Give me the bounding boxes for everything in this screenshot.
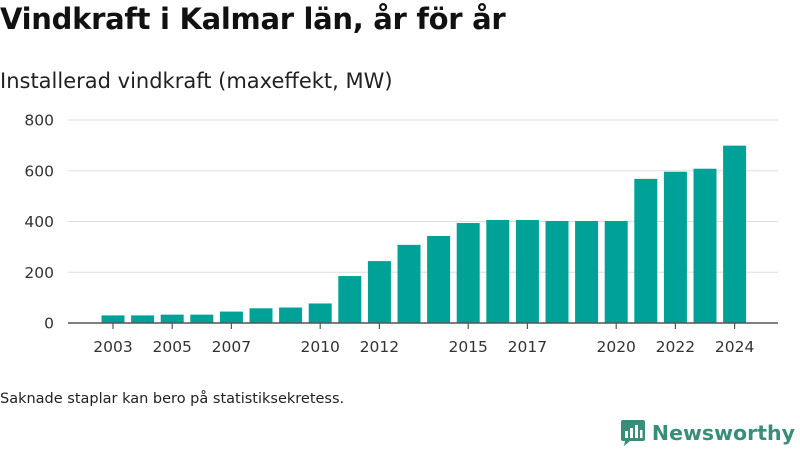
bar bbox=[456, 223, 480, 323]
bar bbox=[693, 168, 717, 323]
bar bbox=[427, 235, 451, 323]
bars bbox=[101, 145, 747, 323]
bar bbox=[634, 178, 658, 323]
x-tick-label: 2005 bbox=[152, 338, 191, 356]
bar bbox=[219, 311, 243, 323]
x-tick-label: 2007 bbox=[212, 338, 251, 356]
x-tick-label: 2017 bbox=[508, 338, 547, 356]
y-tick-label: 0 bbox=[44, 315, 54, 333]
bar bbox=[190, 314, 214, 323]
chart-subtitle: Installerad vindkraft (maxeffekt, MW) bbox=[0, 69, 393, 93]
bar bbox=[338, 276, 362, 323]
x-tick-label: 2010 bbox=[300, 338, 339, 356]
bar-chart: 0 200 400 600 800 2003 2005 2007 2010 2012 2015 201… bbox=[24, 112, 778, 356]
bar bbox=[160, 314, 184, 323]
x-tick-label: 2015 bbox=[448, 338, 487, 356]
bar bbox=[663, 171, 687, 323]
x-tick-label: 2003 bbox=[93, 338, 132, 356]
bar bbox=[131, 315, 155, 323]
bar bbox=[515, 219, 539, 323]
gridlines bbox=[68, 119, 778, 273]
brand-name: Newsworthy bbox=[651, 421, 795, 445]
bar bbox=[397, 244, 421, 323]
footnote: Saknade staplar kan bero på statistiksek… bbox=[0, 391, 345, 407]
bar bbox=[101, 315, 125, 323]
x-tick-label: 2012 bbox=[360, 338, 399, 356]
x-tick-label: 2024 bbox=[715, 338, 754, 356]
bar bbox=[486, 219, 510, 323]
chart-title: Vindkraft i Kalmar län, år för år bbox=[0, 2, 506, 36]
bar bbox=[575, 220, 599, 323]
bar bbox=[249, 308, 273, 323]
bar bbox=[367, 261, 391, 323]
x-tick-label: 2022 bbox=[656, 338, 695, 356]
bar bbox=[308, 303, 332, 323]
newsworthy-logo-icon bbox=[620, 420, 645, 446]
bar bbox=[545, 220, 569, 323]
bar bbox=[723, 145, 747, 323]
bar bbox=[604, 220, 628, 323]
brand-logo: Newsworthy bbox=[620, 418, 795, 448]
x-tick-label: 2020 bbox=[596, 338, 635, 356]
axes: 0 200 400 600 800 2003 2005 2007 2010 2012 2015 201… bbox=[24, 112, 778, 356]
y-tick-label: 800 bbox=[24, 112, 54, 130]
y-tick-label: 600 bbox=[24, 162, 54, 180]
y-tick-label: 400 bbox=[24, 213, 54, 231]
y-tick-label: 200 bbox=[24, 264, 54, 282]
bar bbox=[279, 307, 303, 323]
